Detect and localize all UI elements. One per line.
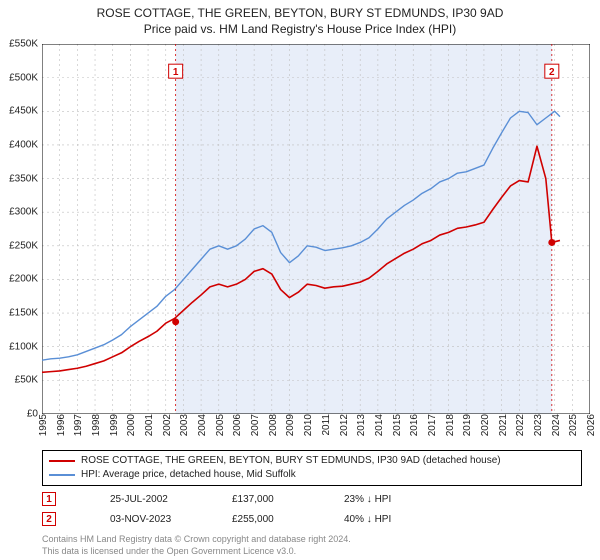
y-tick-label: £550K [9,39,38,50]
y-tick-label: £0 [27,409,38,420]
y-tick-label: £350K [9,173,38,184]
x-tick-label: 1997 [73,414,84,436]
x-tick-label: 2019 [462,414,473,436]
marker-2-pct: 40% ↓ HPI [344,514,391,525]
legend: ROSE COTTAGE, THE GREEN, BEYTON, BURY ST… [42,450,582,486]
x-tick-label: 1995 [38,414,49,436]
line-chart-svg: 12 [42,44,590,414]
marker-box-2: 2 [42,512,56,526]
x-tick-label: 1998 [91,414,102,436]
x-tick-label: 2010 [303,414,314,436]
y-tick-label: £450K [9,106,38,117]
y-tick-label: £50K [15,375,38,386]
x-tick-label: 2005 [215,414,226,436]
plot-area: 12 £0£50K£100K£150K£200K£250K£300K£350K£… [42,44,590,414]
x-tick-label: 2002 [162,414,173,436]
x-tick-label: 2020 [480,414,491,436]
x-tick-label: 2006 [232,414,243,436]
x-tick-label: 2022 [515,414,526,436]
marker-2-price: £255,000 [232,514,342,525]
legend-swatch-1 [49,460,75,462]
x-tick-label: 2024 [551,414,562,436]
marker-2-date: 03-NOV-2023 [110,514,230,525]
marker-1-date: 25-JUL-2002 [110,494,230,505]
title-line-1: ROSE COTTAGE, THE GREEN, BEYTON, BURY ST… [0,6,600,20]
legend-item-1: ROSE COTTAGE, THE GREEN, BEYTON, BURY ST… [49,454,575,468]
x-tick-label: 2001 [144,414,155,436]
x-tick-label: 2026 [586,414,597,436]
marker-1-price: £137,000 [232,494,342,505]
y-tick-label: £400K [9,139,38,150]
x-tick-label: 1996 [56,414,67,436]
y-tick-label: £300K [9,207,38,218]
x-tick-label: 2012 [339,414,350,436]
x-tick-label: 2018 [445,414,456,436]
title-line-2: Price paid vs. HM Land Registry's House … [0,22,600,36]
x-tick-label: 2017 [427,414,438,436]
x-tick-label: 2014 [374,414,385,436]
legend-item-2: HPI: Average price, detached house, Mid … [49,468,575,482]
x-tick-label: 2011 [321,414,332,436]
x-tick-label: 2025 [568,414,579,436]
x-tick-label: 2000 [126,414,137,436]
x-tick-label: 2007 [250,414,261,436]
marker-box-1: 1 [42,492,56,506]
x-tick-label: 2015 [392,414,403,436]
x-tick-label: 2023 [533,414,544,436]
x-tick-label: 1999 [109,414,120,436]
marker-1-pct: 23% ↓ HPI [344,494,391,505]
titles: ROSE COTTAGE, THE GREEN, BEYTON, BURY ST… [0,0,600,36]
footnote-line-2: This data is licensed under the Open Gov… [42,545,582,557]
x-tick-label: 2009 [285,414,296,436]
footnote-line-1: Contains HM Land Registry data © Crown c… [42,533,582,545]
x-tick-label: 2013 [356,414,367,436]
x-tick-label: 2003 [179,414,190,436]
legend-swatch-2 [49,474,75,476]
marker-row-2: 2 03-NOV-2023 £255,000 40% ↓ HPI [42,512,582,526]
x-tick-label: 2004 [197,414,208,436]
y-tick-label: £500K [9,72,38,83]
svg-text:2: 2 [549,67,555,78]
chart-container: ROSE COTTAGE, THE GREEN, BEYTON, BURY ST… [0,0,600,560]
x-tick-label: 2016 [409,414,420,436]
y-tick-label: £100K [9,341,38,352]
y-tick-label: £150K [9,308,38,319]
x-tick-label: 2008 [268,414,279,436]
legend-label-2: HPI: Average price, detached house, Mid … [81,468,296,482]
x-tick-label: 2021 [498,414,509,436]
y-tick-label: £250K [9,240,38,251]
footnote: Contains HM Land Registry data © Crown c… [42,533,582,557]
svg-text:1: 1 [173,67,179,78]
marker-row-1: 1 25-JUL-2002 £137,000 23% ↓ HPI [42,492,582,506]
y-tick-label: £200K [9,274,38,285]
legend-label-1: ROSE COTTAGE, THE GREEN, BEYTON, BURY ST… [81,454,501,468]
